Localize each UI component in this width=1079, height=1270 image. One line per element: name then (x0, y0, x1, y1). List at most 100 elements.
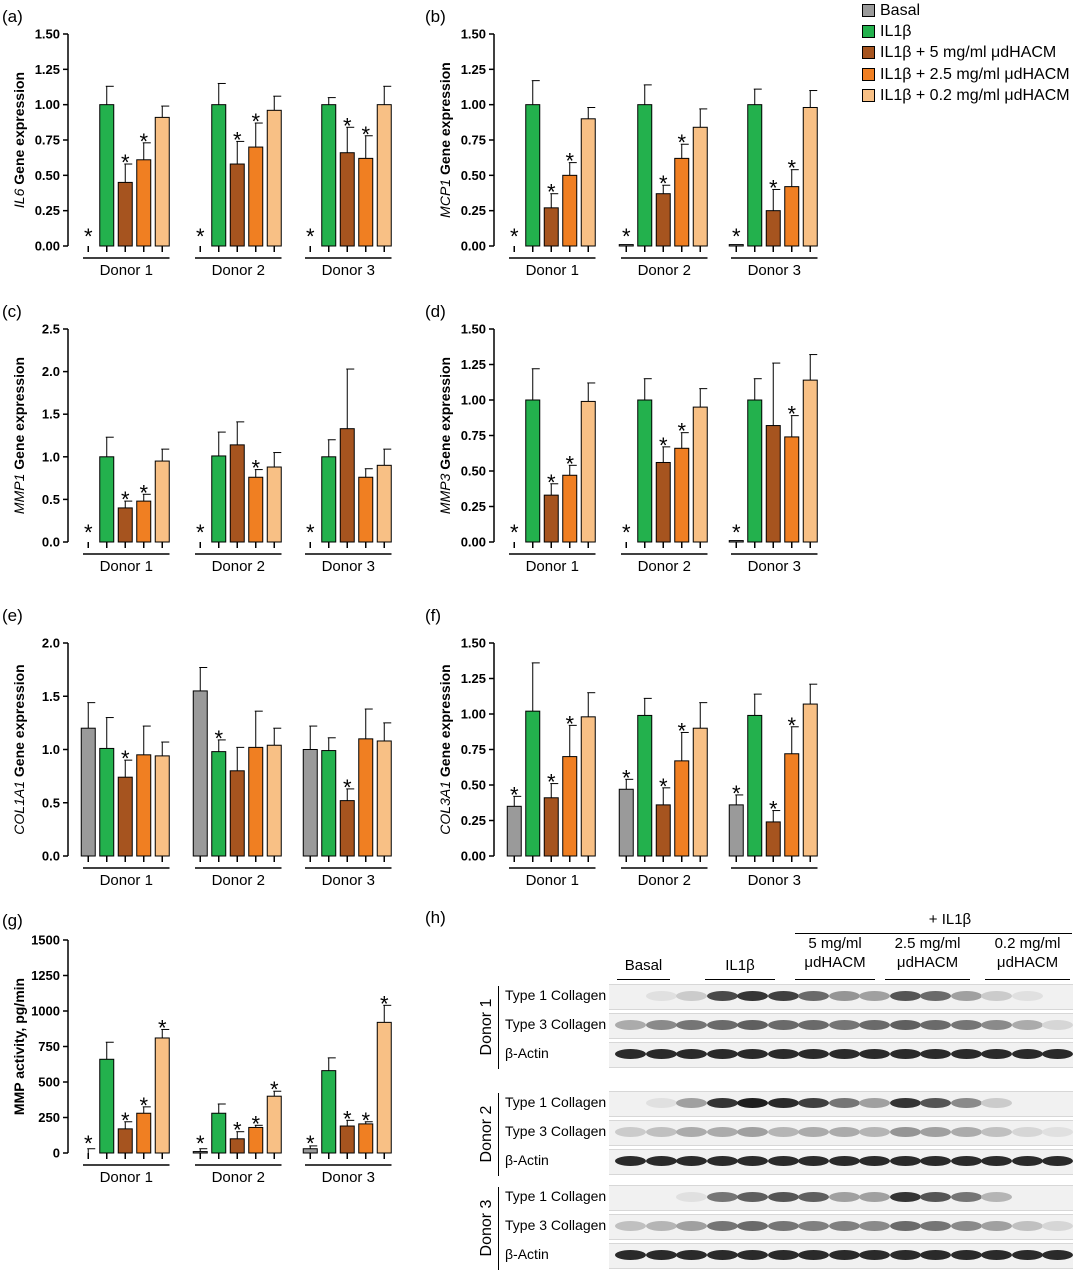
blot-band (767, 1049, 799, 1059)
blot-band (615, 1127, 646, 1137)
blot-band (798, 1098, 829, 1108)
significance-star: * (343, 1106, 352, 1131)
blot-strip (609, 1243, 1073, 1269)
legend-swatch-5mg (862, 46, 875, 60)
y-tick-label: 1.25 (461, 671, 486, 686)
group-label: Donor 1 (526, 872, 579, 889)
bar (154, 1037, 170, 1154)
significance-star: * (510, 224, 519, 249)
blot-band (1042, 1250, 1073, 1260)
y-axis-label-gene: COL3A1 (437, 781, 453, 835)
blot-strip (609, 1091, 1073, 1117)
blot-band (798, 1127, 829, 1137)
significance-star: * (787, 156, 796, 181)
bar (154, 460, 170, 543)
blot-band (645, 1020, 677, 1030)
blot-band (798, 1250, 829, 1260)
bar (692, 126, 708, 247)
bar (784, 753, 800, 857)
y-tick-label: 1.00 (461, 707, 486, 722)
y-axis-label-text: Gene expression (11, 72, 27, 189)
significance-star: * (769, 175, 778, 200)
significance-star: * (139, 1093, 148, 1118)
bar (339, 428, 355, 543)
significance-star: * (251, 1111, 260, 1136)
blot-band (889, 1192, 921, 1202)
blot-band (645, 1221, 677, 1231)
blot-band (706, 1020, 738, 1030)
bar (525, 104, 541, 247)
y-tick-label: 2.5 (42, 322, 60, 337)
bar (358, 157, 374, 247)
blot-band (950, 1250, 982, 1260)
blot-band (798, 1192, 829, 1202)
blot-band (767, 1020, 799, 1030)
significance-star: * (196, 1131, 205, 1156)
bar (376, 740, 392, 857)
blot-band (676, 1156, 707, 1166)
bar (580, 716, 596, 857)
blot-band (920, 1020, 951, 1030)
legend-item: IL1β (862, 21, 1070, 42)
blot-band (981, 1221, 1012, 1231)
lane-underline (617, 979, 670, 980)
blot-band (737, 1250, 768, 1260)
blot-band (981, 1020, 1012, 1030)
bar (266, 1095, 282, 1154)
significance-star: * (214, 726, 223, 751)
lane-label: IL1β (725, 957, 755, 974)
y-tick-label: 1.00 (35, 97, 60, 112)
y-axis-label-gene: MCP1 (437, 179, 453, 218)
bar (154, 755, 170, 857)
bar (655, 193, 671, 247)
group-label: Donor 3 (748, 558, 801, 575)
bar (136, 1112, 152, 1154)
blot-band (981, 1192, 1012, 1202)
bar (211, 751, 227, 857)
blot-band (1011, 1221, 1043, 1231)
bar (562, 756, 578, 857)
blot-band (1011, 991, 1043, 1001)
bar (136, 159, 152, 247)
blot-band (737, 1098, 768, 1108)
bar (99, 747, 115, 857)
blot-band (981, 1098, 1012, 1108)
significance-star: * (732, 520, 741, 545)
blot-band (859, 1020, 890, 1030)
y-tick-label: 0.25 (35, 203, 60, 218)
bar (376, 1021, 392, 1154)
group-label: Donor 3 (748, 262, 801, 279)
blot-band (981, 991, 1012, 1001)
y-tick-label: 750 (38, 1039, 60, 1054)
bar (784, 436, 800, 543)
y-tick-label: 250 (38, 1110, 60, 1125)
blot-strip (609, 1185, 1073, 1211)
panel-label-h: (h) (425, 908, 446, 927)
group-label: Donor 2 (638, 558, 691, 575)
bar (692, 727, 708, 857)
blot-band (737, 991, 768, 1001)
significance-star: * (306, 520, 315, 545)
bar (117, 776, 133, 857)
blot-band (798, 1049, 829, 1059)
blot-band (889, 1221, 921, 1231)
blot-band (828, 1020, 860, 1030)
y-tick-label: 1250 (31, 968, 60, 983)
group-label: Donor 1 (100, 558, 153, 575)
legend-item: Basal (862, 0, 1070, 21)
significance-star: * (251, 456, 260, 481)
bar (543, 207, 559, 247)
significance-star: * (139, 129, 148, 154)
blot-band (737, 1192, 768, 1202)
significance-star: * (343, 775, 352, 800)
significance-star: * (196, 520, 205, 545)
blot-band (920, 1127, 951, 1137)
bar (136, 500, 152, 543)
panel-label: (g) (2, 911, 23, 930)
blot-band (950, 1221, 982, 1231)
y-tick-label: 1.50 (461, 27, 486, 42)
lane-underline (795, 979, 875, 980)
bar (99, 104, 115, 247)
donor-bracket (498, 1093, 499, 1176)
donor-bracket (498, 1187, 499, 1270)
